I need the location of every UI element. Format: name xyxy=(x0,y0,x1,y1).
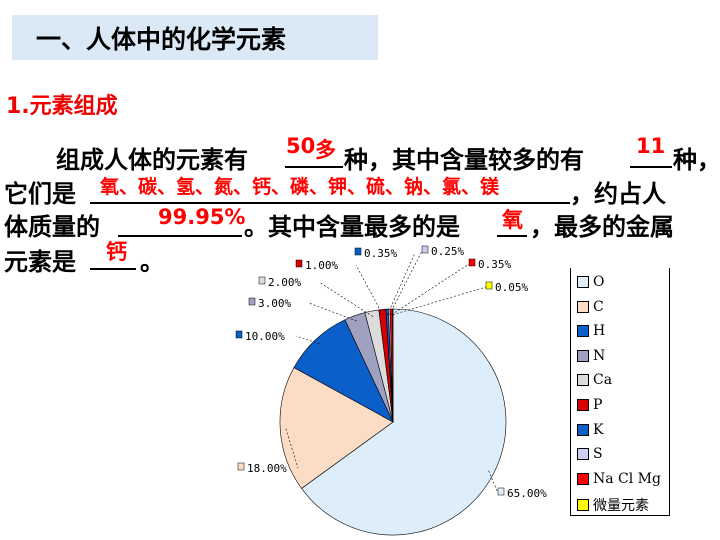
data-label-swatch xyxy=(235,330,243,339)
legend-label: S xyxy=(593,446,603,463)
legend-item: S xyxy=(577,446,603,462)
line-4-text: 元素是 xyxy=(4,248,76,276)
legend-label: Ca xyxy=(593,372,613,389)
data-label-swatch xyxy=(468,258,476,267)
chart-legend: O C H N Ca P K S Na Cl Mg 微量元素 xyxy=(570,268,670,516)
line-2-text: 它们是 xyxy=(4,180,76,208)
line-2-end: ，约占人 xyxy=(570,180,666,208)
answer-most-abundant: 氧 xyxy=(502,208,523,232)
legend-item: 微量元素 xyxy=(577,495,649,515)
data-label: 65.00% xyxy=(507,487,547,500)
leader-line xyxy=(392,286,487,315)
blank-2 xyxy=(630,166,672,168)
legend-swatch xyxy=(577,499,589,512)
legend-item: C xyxy=(577,299,604,315)
answer-total-extra: 多 xyxy=(315,138,336,162)
data-label: 0.25% xyxy=(431,245,464,258)
section-heading: 1.元素组成 xyxy=(6,94,118,119)
answer-major-list: 氧、碳、氢、氮、钙、磷、钾、硫、钠、氯、镁 xyxy=(100,176,500,198)
blank-3 xyxy=(90,202,570,204)
data-label: 0.35% xyxy=(364,247,397,260)
pie-slice-C xyxy=(279,367,394,489)
legend-item: P xyxy=(577,397,602,413)
line-4-end: 。 xyxy=(140,248,164,276)
line-3-text: 体质量的 xyxy=(4,213,100,241)
leader-line xyxy=(308,302,357,322)
legend-label: K xyxy=(593,421,604,438)
legend-label: C xyxy=(593,298,604,315)
legend-item: Ca xyxy=(577,372,612,388)
legend-item: H xyxy=(577,323,605,339)
answer-major-count: 11 xyxy=(636,134,666,158)
leader-line xyxy=(488,470,499,494)
line-1-end: 种， xyxy=(673,146,720,174)
legend-item: O xyxy=(577,274,604,290)
answer-most-metal: 钙 xyxy=(106,240,127,264)
leader-line xyxy=(387,252,416,315)
data-label: 0.05% xyxy=(495,281,528,294)
legend-item: Na Cl Mg xyxy=(577,471,661,487)
legend-label: 微量元素 xyxy=(593,498,649,515)
answer-mass-percent: 99.95% xyxy=(158,205,246,229)
answer-total: 50 xyxy=(286,134,316,158)
legend-label: N xyxy=(593,347,606,364)
data-label: 3.00% xyxy=(258,297,291,310)
leader-line xyxy=(285,428,299,469)
data-label: 18.00% xyxy=(247,462,287,475)
legend-swatch xyxy=(577,276,589,288)
data-label: 1.00% xyxy=(305,259,338,272)
data-label-swatch xyxy=(258,276,266,285)
leader-line xyxy=(355,264,384,316)
line-3-end: ，最多的金属 xyxy=(530,213,674,241)
data-label-swatch xyxy=(237,462,245,471)
legend-label: P xyxy=(593,397,603,413)
data-label-swatch xyxy=(295,259,303,268)
line-1-mid: 种，其中含量较多的有 xyxy=(344,146,584,174)
legend-swatch xyxy=(577,399,589,411)
data-label-swatch xyxy=(421,245,429,254)
line-1-text: 组成人体的元素有 xyxy=(56,146,248,174)
slide-title: 一、人体中的化学元素 xyxy=(36,25,287,54)
legend-label: O xyxy=(593,274,605,290)
legend-item: N xyxy=(577,348,605,364)
data-label: 2.00% xyxy=(268,276,301,289)
legend-swatch xyxy=(577,423,589,436)
legend-swatch xyxy=(577,349,589,362)
data-label-swatch xyxy=(485,281,493,290)
legend-swatch xyxy=(577,300,589,313)
legend-swatch xyxy=(577,448,589,461)
blank-5 xyxy=(497,235,527,237)
pie-slice-O xyxy=(301,308,507,536)
legend-swatch xyxy=(577,374,589,387)
blank-6 xyxy=(90,268,136,270)
line-3-mid: 。其中含量最多的是 xyxy=(244,213,460,241)
data-label: 10.00% xyxy=(245,330,285,343)
data-label: 0.35% xyxy=(478,258,511,271)
blank-4 xyxy=(118,235,242,237)
leader-line xyxy=(318,281,374,317)
title-banner xyxy=(12,15,378,60)
legend-item: K xyxy=(577,422,603,438)
pie-slice-H xyxy=(293,319,394,423)
data-label-swatch xyxy=(497,487,505,496)
legend-label: H xyxy=(593,323,606,340)
legend-label: Na Cl Mg xyxy=(593,470,661,487)
data-label-swatch xyxy=(248,297,256,306)
leader-line xyxy=(295,335,320,345)
blank-1 xyxy=(285,166,343,168)
data-label-swatch xyxy=(354,247,362,256)
leader-line xyxy=(391,263,470,315)
legend-swatch xyxy=(577,472,589,485)
legend-swatch xyxy=(577,325,589,338)
